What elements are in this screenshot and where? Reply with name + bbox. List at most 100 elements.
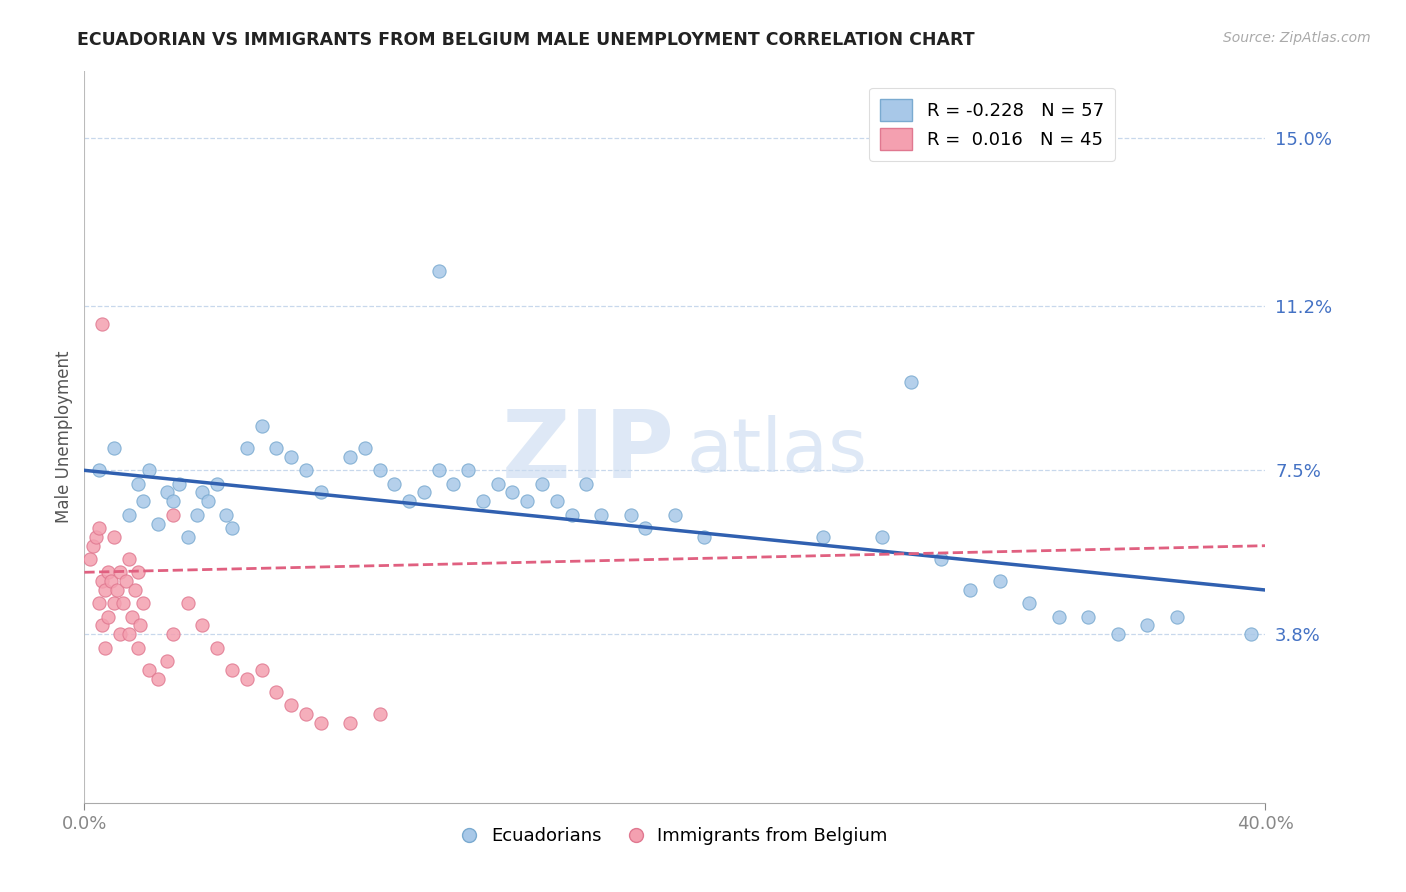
Point [1047, 609, 1070, 624]
Point [266, 441, 288, 455]
Point [1018, 596, 1040, 610]
Point [114, 574, 136, 589]
Point [186, 508, 208, 522]
Point [870, 530, 893, 544]
Point [121, 609, 143, 624]
Point [138, 463, 160, 477]
Point [221, 521, 243, 535]
Point [100, 574, 122, 589]
Point [546, 494, 568, 508]
Point [207, 476, 229, 491]
Point [266, 685, 288, 699]
Point [309, 485, 332, 500]
Text: ZIP: ZIP [502, 406, 675, 498]
Point [443, 476, 465, 491]
Point [634, 521, 657, 535]
Point [105, 582, 128, 597]
Point [132, 494, 155, 508]
Point [457, 463, 479, 477]
Text: atlas: atlas [686, 415, 868, 488]
Point [82, 539, 104, 553]
Point [221, 663, 243, 677]
Point [111, 596, 134, 610]
Text: ECUADORIAN VS IMMIGRANTS FROM BELGIUM MALE UNEMPLOYMENT CORRELATION CHART: ECUADORIAN VS IMMIGRANTS FROM BELGIUM MA… [77, 31, 974, 49]
Y-axis label: Male Unemployment: Male Unemployment [55, 351, 73, 524]
Point [354, 441, 377, 455]
Point [162, 494, 184, 508]
Point [97, 566, 120, 580]
Point [148, 516, 170, 531]
Point [309, 716, 332, 731]
Point [413, 485, 436, 500]
Point [280, 450, 302, 464]
Point [398, 494, 420, 508]
Point [295, 707, 318, 722]
Point [368, 463, 391, 477]
Point [486, 476, 509, 491]
Point [1240, 627, 1263, 641]
Point [162, 627, 184, 641]
Point [156, 485, 179, 500]
Point [382, 476, 406, 491]
Point [177, 530, 200, 544]
Point [339, 716, 361, 731]
Point [87, 463, 111, 477]
Point [236, 441, 259, 455]
Point [162, 508, 184, 522]
Point [94, 582, 117, 597]
Point [811, 530, 834, 544]
Point [929, 552, 952, 566]
Point [91, 317, 114, 331]
Point [1136, 618, 1159, 632]
Point [177, 596, 200, 610]
Point [591, 508, 613, 522]
Point [129, 618, 152, 632]
Point [118, 508, 141, 522]
Point [1166, 609, 1188, 624]
Point [693, 530, 716, 544]
Point [427, 264, 450, 278]
Point [250, 419, 273, 434]
Point [575, 476, 598, 491]
Point [191, 618, 214, 632]
Point [138, 663, 160, 677]
Text: Source: ZipAtlas.com: Source: ZipAtlas.com [1223, 31, 1371, 45]
Point [988, 574, 1011, 589]
Point [108, 627, 131, 641]
Point [250, 663, 273, 677]
Point [103, 441, 125, 455]
Point [87, 521, 111, 535]
Point [516, 494, 538, 508]
Point [103, 530, 125, 544]
Point [87, 596, 111, 610]
Point [91, 618, 114, 632]
Point [197, 494, 219, 508]
Point [207, 640, 229, 655]
Point [148, 672, 170, 686]
Point [561, 508, 583, 522]
Point [127, 640, 149, 655]
Point [191, 485, 214, 500]
Point [97, 609, 120, 624]
Point [108, 566, 131, 580]
Point [124, 582, 146, 597]
Point [295, 463, 318, 477]
Point [236, 672, 259, 686]
Point [127, 476, 149, 491]
Point [959, 582, 981, 597]
Point [501, 485, 523, 500]
Point [1077, 609, 1099, 624]
Point [132, 596, 155, 610]
Legend: Ecuadorians, Immigrants from Belgium: Ecuadorians, Immigrants from Belgium [454, 820, 896, 852]
Point [118, 552, 141, 566]
Point [94, 640, 117, 655]
Point [215, 508, 238, 522]
Point [472, 494, 495, 508]
Point [620, 508, 643, 522]
Point [167, 476, 190, 491]
Point [118, 627, 141, 641]
Point [91, 574, 114, 589]
Point [127, 566, 149, 580]
Point [156, 654, 179, 668]
Point [1107, 627, 1129, 641]
